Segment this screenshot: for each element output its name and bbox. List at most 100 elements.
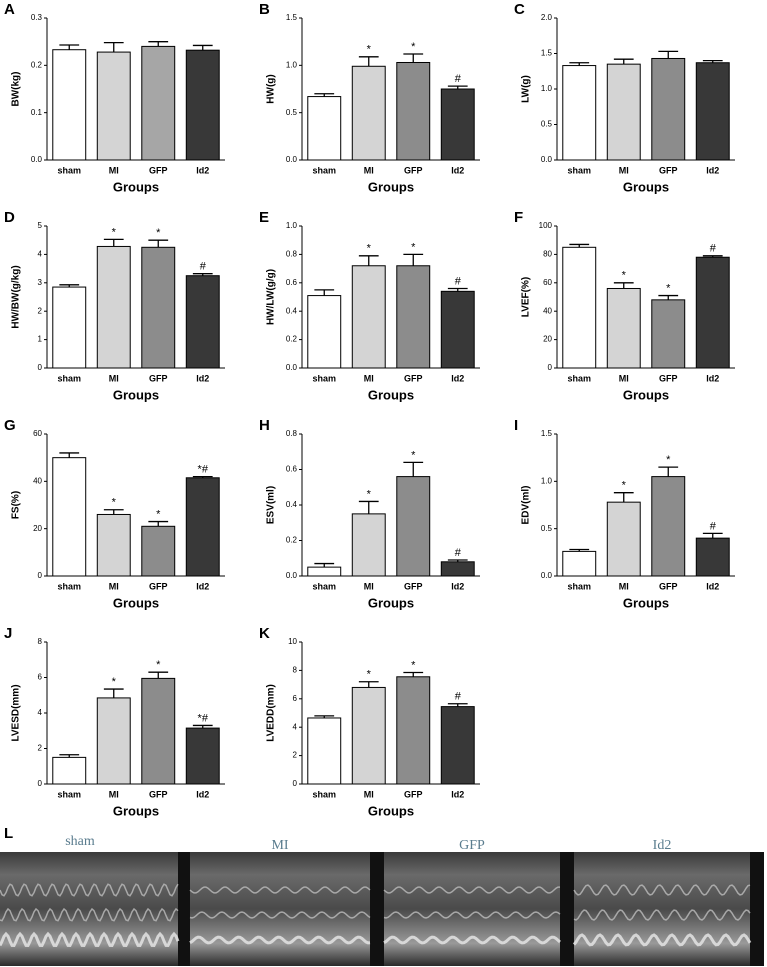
echo-label: GFP [459, 838, 485, 853]
y-axis-label: EDV(ml) [521, 486, 532, 525]
panel-letter: C [514, 1, 525, 18]
y-tick-label: 0.8 [286, 250, 298, 259]
y-tick-label: 80 [543, 250, 552, 259]
y-axis-label: HW/BW(g/kg) [11, 265, 22, 328]
bar [307, 717, 342, 785]
y-axis-label: BW(kg) [11, 72, 22, 107]
panel-letter: E [259, 209, 269, 226]
x-axis-label: Groups [623, 387, 669, 402]
x-tick-label: MI [109, 165, 119, 175]
y-axis-label: LVEDD(mm) [266, 684, 277, 742]
y-tick-label: 0.0 [31, 155, 43, 164]
bar [185, 727, 220, 785]
significance-mark: * [112, 676, 117, 688]
panel-letter: A [4, 1, 15, 18]
x-tick-label: MI [364, 581, 374, 591]
bar [606, 287, 641, 369]
y-tick-label: 1.5 [541, 49, 553, 58]
bar [185, 477, 220, 577]
x-tick-label: sham [57, 789, 81, 799]
x-tick-label: sham [567, 165, 591, 175]
echo-wave [573, 909, 751, 921]
bar [307, 96, 342, 161]
panel-letter: G [4, 417, 16, 434]
bar [351, 686, 386, 785]
x-tick-label: Id2 [451, 165, 464, 175]
x-tick-label: MI [109, 789, 119, 799]
x-tick-label: GFP [404, 789, 423, 799]
bar [396, 61, 431, 161]
bar [440, 706, 475, 785]
y-tick-label: 0.8 [286, 429, 298, 438]
bar [96, 245, 131, 369]
bar [96, 513, 131, 577]
y-tick-label: 0.4 [286, 306, 298, 315]
y-axis-label: LVEF(%) [521, 277, 532, 317]
x-tick-label: GFP [404, 581, 423, 591]
x-axis-label: Groups [113, 387, 159, 402]
y-tick-label: 0.0 [286, 155, 298, 164]
y-tick-label: 1.5 [286, 13, 298, 22]
significance-mark: *# [198, 464, 209, 476]
significance-mark: * [666, 282, 671, 294]
bar [307, 566, 342, 577]
x-tick-label: GFP [659, 165, 678, 175]
significance-mark: # [710, 243, 717, 255]
echo-scale [560, 852, 574, 966]
x-axis-label: Groups [113, 179, 159, 194]
y-tick-label: 0.1 [31, 108, 43, 117]
x-tick-label: Id2 [451, 789, 464, 799]
significance-mark: # [455, 73, 462, 85]
bar [185, 275, 220, 369]
echo-wave [189, 886, 371, 894]
x-tick-label: MI [619, 373, 629, 383]
y-tick-label: 0.0 [541, 571, 553, 580]
x-tick-label: sham [312, 581, 336, 591]
bar [185, 49, 220, 161]
echo-label: sham [65, 834, 95, 849]
bar [396, 676, 431, 785]
significance-mark: * [367, 243, 372, 255]
y-tick-label: 0 [38, 363, 43, 372]
y-tick-label: 20 [543, 335, 552, 344]
significance-mark: * [411, 659, 416, 671]
y-tick-label: 6 [293, 694, 298, 703]
echo-image [574, 852, 750, 966]
y-tick-label: 0.0 [286, 363, 298, 372]
x-axis-label: Groups [113, 595, 159, 610]
echo-label: MI [271, 838, 288, 853]
bar [96, 697, 131, 785]
y-tick-label: 0.0 [286, 571, 298, 580]
y-axis-label: HW(g) [266, 74, 277, 103]
y-axis-label: FS(%) [11, 491, 22, 519]
bar [141, 45, 176, 161]
y-tick-label: 0.4 [286, 500, 298, 509]
echo-waves [0, 883, 752, 948]
y-tick-label: 0.3 [31, 13, 43, 22]
significance-mark: * [411, 241, 416, 253]
y-tick-label: 6 [38, 673, 43, 682]
bar [141, 525, 176, 577]
x-tick-label: sham [312, 789, 336, 799]
y-tick-label: 0 [38, 779, 43, 788]
y-tick-label: 40 [543, 306, 552, 315]
y-tick-label: 8 [293, 666, 298, 675]
y-tick-label: 1.0 [541, 84, 553, 93]
bar [396, 476, 431, 577]
bar [351, 513, 386, 577]
x-tick-label: Id2 [196, 165, 209, 175]
x-tick-label: Id2 [706, 165, 719, 175]
y-tick-label: 5 [38, 221, 43, 230]
x-tick-label: GFP [404, 373, 423, 383]
y-tick-label: 4 [38, 250, 43, 259]
y-tick-label: 2 [293, 751, 298, 760]
echo-wave [0, 883, 179, 897]
y-tick-label: 0 [293, 779, 298, 788]
x-tick-label: MI [619, 165, 629, 175]
x-axis-label: Groups [368, 595, 414, 610]
echo-image [190, 852, 370, 966]
echo-scale [750, 852, 764, 966]
bar [351, 65, 386, 161]
panel-letter: J [4, 625, 12, 642]
panel-letter: I [514, 417, 518, 434]
